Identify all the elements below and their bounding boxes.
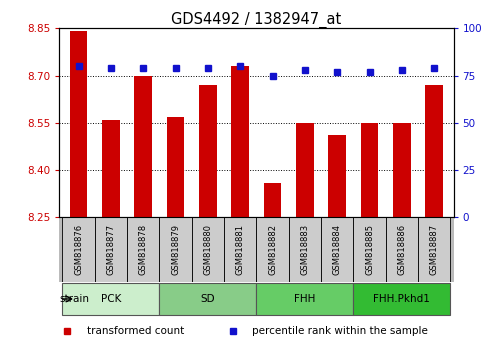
Text: GSM818886: GSM818886 [397, 224, 406, 275]
Text: PCK: PCK [101, 294, 121, 304]
Bar [199, 85, 217, 217]
Bar [102, 120, 120, 217]
Text: FHH.Pkhd1: FHH.Pkhd1 [373, 294, 430, 304]
Bar [289, 217, 321, 282]
Text: GSM818884: GSM818884 [333, 224, 342, 275]
Title: GDS4492 / 1382947_at: GDS4492 / 1382947_at [171, 12, 342, 28]
Bar [63, 217, 95, 282]
Text: GSM818878: GSM818878 [139, 224, 148, 275]
Bar [353, 283, 450, 315]
Bar [264, 183, 282, 217]
Text: GSM818877: GSM818877 [106, 224, 115, 275]
Bar [256, 217, 289, 282]
Text: FHH: FHH [294, 294, 316, 304]
Bar [296, 123, 314, 217]
Text: percentile rank within the sample: percentile rank within the sample [252, 326, 428, 336]
Text: GSM818880: GSM818880 [204, 224, 212, 275]
Text: strain: strain [60, 294, 90, 304]
Text: GSM818876: GSM818876 [74, 224, 83, 275]
Text: GSM818885: GSM818885 [365, 224, 374, 275]
Bar [127, 217, 159, 282]
Bar [321, 217, 353, 282]
Bar [134, 75, 152, 217]
Bar [393, 123, 411, 217]
Bar [95, 217, 127, 282]
Bar [70, 32, 87, 217]
Bar [224, 217, 256, 282]
Text: GSM818879: GSM818879 [171, 224, 180, 275]
Text: GSM818887: GSM818887 [430, 224, 439, 275]
Bar [360, 123, 379, 217]
Bar [192, 217, 224, 282]
Bar [425, 85, 443, 217]
Bar [159, 217, 192, 282]
Bar [159, 283, 256, 315]
Bar [328, 136, 346, 217]
Text: transformed count: transformed count [87, 326, 184, 336]
Bar [63, 283, 159, 315]
Text: GSM818882: GSM818882 [268, 224, 277, 275]
Bar [353, 217, 386, 282]
Text: SD: SD [201, 294, 215, 304]
Text: GSM818883: GSM818883 [300, 224, 309, 275]
Bar [418, 217, 450, 282]
Bar [386, 217, 418, 282]
Bar [231, 66, 249, 217]
Bar [256, 283, 353, 315]
Bar [167, 116, 184, 217]
Text: GSM818881: GSM818881 [236, 224, 245, 275]
